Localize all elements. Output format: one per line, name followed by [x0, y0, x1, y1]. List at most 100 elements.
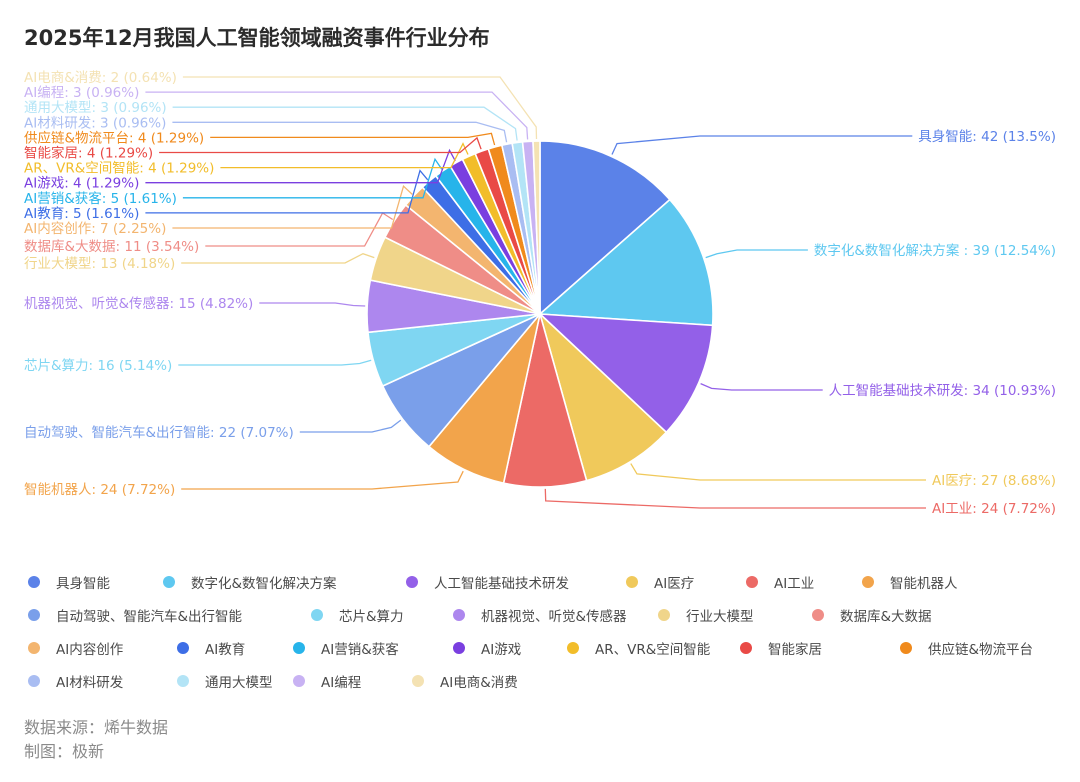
legend-swatch [658, 609, 670, 621]
legend-swatch [293, 675, 305, 687]
leader-line-AI电商-消费 [182, 76, 538, 140]
legend-swatch [311, 609, 323, 621]
legend-item-AI内容创作: AI内容创作 [28, 638, 123, 658]
slice-label-AI营销-获客: AI营销&获客: 5 (1.61%) [24, 190, 177, 207]
leader-line-数字化-数智化解决方案 [705, 249, 808, 259]
legend-label: AI医疗 [654, 576, 695, 592]
pie-slice-AI电商-消费 [532, 140, 541, 315]
legend-item-AI营销-获客: AI营销&获客 [293, 638, 399, 658]
pie-slice-具身智能 [539, 140, 671, 316]
slice-label-机器视觉-听觉-传感器: 机器视觉、听觉&传感器: 15 (4.82%) [24, 295, 253, 312]
legend-label: 数字化&数智化解决方案 [191, 576, 337, 592]
chart-title: 2025年12月我国人工智能领域融资事件行业分布 [24, 26, 490, 50]
data-source: 数据来源：烯牛数据 [24, 718, 169, 737]
legend-item-具身智能: 具身智能 [28, 572, 110, 592]
legend-label: AI内容创作 [56, 642, 124, 658]
leader-line-智能家居 [159, 136, 482, 154]
leader-line-机器视觉-听觉-传感器 [259, 302, 366, 307]
legend-label: 芯片&算力 [339, 609, 404, 625]
leader-line-AI教育 [145, 169, 429, 214]
legend-label: 智能机器人 [890, 576, 958, 592]
legend-item-通用大模型: 通用大模型 [177, 671, 273, 691]
slice-label-AI内容创作: AI内容创作: 7 (2.25%) [24, 220, 166, 237]
legend-swatch [163, 576, 175, 588]
leader-line-人工智能基础技术研发 [700, 383, 823, 391]
slice-label-AI游戏: AI游戏: 4 (1.29%) [24, 176, 139, 192]
slice-label-AR-VR-空间智能: AR、VR&空间智能: 4 (1.29%) [24, 161, 214, 177]
legend-swatch [28, 642, 40, 654]
slice-label-行业大模型: 行业大模型: 13 (4.18%) [24, 256, 175, 272]
legend-item-智能家居: 智能家居 [740, 638, 822, 658]
leader-line-数据库-大数据 [205, 212, 394, 247]
leader-line-AR-VR-空间智能 [220, 142, 469, 169]
pie-slice-人工智能基础技术研发 [537, 313, 714, 434]
legend-item-数字化-数智化解决方案: 数字化&数智化解决方案 [163, 572, 337, 592]
slice-label-芯片-算力: 芯片&算力: 16 (5.14%) [24, 358, 172, 374]
slice-label-供应链-物流平台: 供应链&物流平台: 4 (1.29%) [24, 129, 204, 146]
pie-chart: 具身智能: 42 (13.5%) 数字化&数智化解决方案 : 39 (12.54%… [24, 70, 1056, 517]
slice-label-AI教育: AI教育: 5 (1.61%) [24, 206, 139, 222]
legend-label: AI工业 [774, 576, 815, 592]
legend-swatch [412, 675, 424, 687]
legend-swatch [626, 576, 638, 588]
legend-swatch [28, 609, 40, 621]
legend-swatch [28, 675, 40, 687]
legend-label: 人工智能基础技术研发 [434, 576, 569, 592]
legend-swatch [177, 642, 189, 654]
slice-label-AI材料研发: AI材料研发: 3 (0.96%) [24, 115, 166, 131]
legend-label: 机器视觉、听觉&传感器 [481, 609, 627, 625]
legend-label: AI营销&获客 [321, 642, 399, 658]
legend-swatch [406, 576, 418, 588]
slice-label-智能机器人: 智能机器人: 24 (7.72%) [24, 482, 175, 498]
legend-swatch [453, 609, 465, 621]
legend-item-AI材料研发: AI材料研发 [28, 671, 123, 691]
legend-item-人工智能基础技术研发: 人工智能基础技术研发 [406, 572, 569, 592]
legend-swatch [812, 609, 824, 621]
leader-line-通用大模型 [172, 106, 518, 141]
legend-item-芯片-算力: 芯片&算力 [311, 605, 404, 625]
slice-label-数字化-数智化解决方案: 数字化&数智化解决方案 : 39 (12.54%) [814, 242, 1056, 259]
slice-label-自动驾驶-智能汽车-出行智能: 自动驾驶、智能汽车&出行智能: 22 (7.07%) [24, 424, 294, 441]
slice-label-人工智能基础技术研发: 人工智能基础技术研发: 34 (10.93%) [829, 382, 1056, 399]
leader-line-供应链-物流平台 [210, 132, 496, 146]
legend-label: AI电商&消费 [440, 675, 518, 691]
legend-label: 行业大模型 [686, 609, 754, 625]
leader-line-行业大模型 [181, 252, 375, 264]
legend-item-机器视觉-听觉-传感器: 机器视觉、听觉&传感器 [453, 605, 627, 625]
leader-line-AI营销-获客 [182, 157, 443, 199]
legend-item-AI编程: AI编程 [293, 671, 361, 691]
legend-item-AI工业: AI工业 [746, 572, 814, 592]
legend-item-AI教育: AI教育 [177, 638, 245, 658]
leader-line-具身智能 [611, 135, 913, 155]
leader-line-AI材料研发 [172, 121, 508, 143]
leader-line-AI编程 [145, 91, 529, 140]
leader-line-AI内容创作 [172, 185, 413, 229]
legend-label: 智能家居 [768, 642, 822, 658]
legend-item-AI医疗: AI医疗 [626, 572, 694, 592]
leader-line-AI工业 [544, 488, 926, 509]
slice-label-AI工业: AI工业: 24 (7.72%) [932, 501, 1056, 517]
legend-item-自动驾驶-智能汽车-出行智能: 自动驾驶、智能汽车&出行智能 [28, 605, 242, 625]
legend-swatch [746, 576, 758, 588]
legend-item-数据库-大数据: 数据库&大数据 [812, 605, 932, 625]
legend-label: 数据库&大数据 [840, 609, 932, 625]
legend-label: AI教育 [205, 642, 246, 658]
legend-swatch [177, 675, 189, 687]
slice-label-AI医疗: AI医疗: 27 (8.68%) [932, 473, 1056, 489]
legend-item-AR-VR-空间智能: AR、VR&空间智能 [567, 638, 710, 658]
legend-item-AI游戏: AI游戏 [453, 638, 521, 658]
legend-swatch [567, 642, 579, 654]
leader-line-自动驾驶-智能汽车-出行智能 [299, 419, 402, 433]
legend-label: AI编程 [321, 675, 362, 691]
legend-item-行业大模型: 行业大模型 [658, 605, 754, 625]
legend-label: AI游戏 [481, 642, 522, 658]
legend-swatch [740, 642, 752, 654]
legend-swatch [28, 576, 40, 588]
slice-label-数据库-大数据: 数据库&大数据: 11 (3.54%) [24, 239, 199, 255]
legend-label: 自动驾驶、智能汽车&出行智能 [56, 609, 243, 625]
leader-line-智能机器人 [181, 470, 464, 490]
legend-label: AR、VR&空间智能 [595, 642, 711, 658]
pie-slice-数字化-数智化解决方案 [538, 198, 714, 327]
slice-label-通用大模型: 通用大模型: 3 (0.96%) [24, 100, 167, 116]
legend-item-智能机器人: 智能机器人 [862, 572, 958, 592]
